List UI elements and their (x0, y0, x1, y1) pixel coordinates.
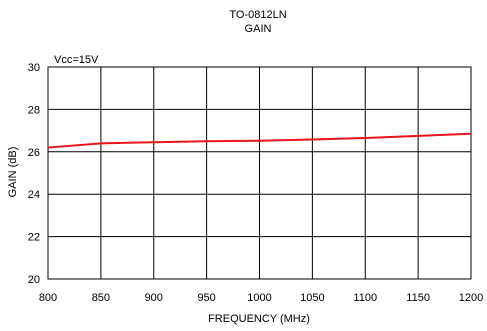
x-tick-label-0: 800 (39, 292, 57, 304)
chart-subtitle: GAIN (245, 23, 272, 35)
chart-title: TO-0812LN (229, 9, 286, 21)
series-lines (47, 132, 472, 149)
y-axis-title: GAIN (dB) (7, 147, 19, 198)
y-tick-label-1: 22 (28, 232, 40, 244)
plot-frame (47, 66, 472, 280)
x-tick-label-4: 1000 (247, 292, 271, 304)
x-tick-label-7: 1150 (406, 292, 430, 304)
x-tick-label-5: 1050 (300, 292, 324, 304)
x-tick-labels: 800 850 900 950 1000 1050 1100 1150 1200 (39, 292, 483, 304)
y-tick-label-2: 24 (28, 189, 40, 201)
x-tick-label-6: 1100 (353, 292, 377, 304)
x-tick-label-1: 850 (92, 292, 110, 304)
x-tick-label-2: 900 (145, 292, 163, 304)
y-tick-label-5: 30 (28, 62, 40, 74)
x-tick-label-3: 950 (197, 292, 215, 304)
y-tick-label-0: 20 (28, 274, 40, 286)
gain-series-line-0 (47, 132, 472, 149)
y-tick-label-4: 28 (28, 104, 40, 116)
x-tick-label-8: 1200 (459, 292, 483, 304)
y-tick-labels: 20 22 24 26 28 30 (28, 62, 40, 286)
grid-lines (47, 66, 472, 280)
y-tick-label-3: 26 (28, 147, 40, 159)
x-axis-title: FREQUENCY (MHz) (208, 313, 310, 325)
vcc-annotation: Vcc=15V (54, 54, 99, 66)
